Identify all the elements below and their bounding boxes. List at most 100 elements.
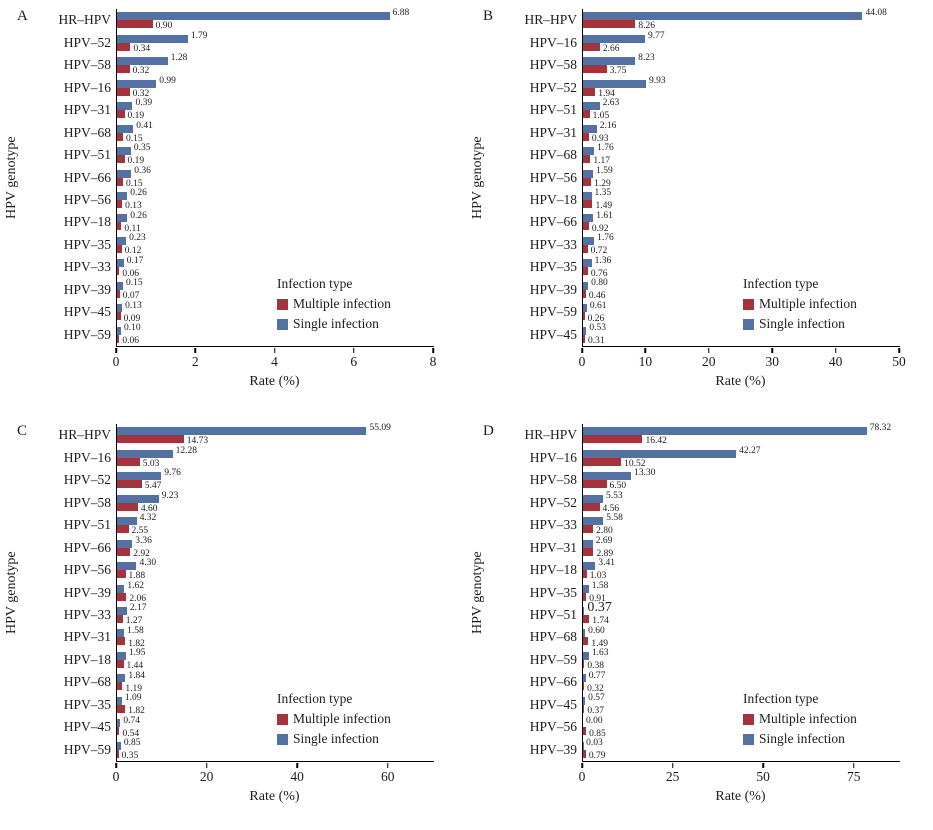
bar-value-label: 0.92 [591,223,609,234]
category-label: HPV–58 [529,472,577,488]
bar-value-label: 0.15 [125,133,143,144]
bar-single-infection [117,79,157,88]
chart-row: 42.27 10.52 [583,446,900,468]
bar-line-multiple: 0.54 [117,727,434,738]
bar-multiple-infection [583,749,586,758]
legend-title: Infection type [277,276,353,291]
bar-line-single: 0.77 [583,671,900,683]
bar-line-multiple: 1.05 [583,110,900,121]
bar-multiple-infection [583,570,587,579]
bar-single-infection [583,472,632,481]
bar-single-infection [117,326,121,335]
category-label: HPV–56 [529,719,577,735]
category-label: HPV–68 [529,147,577,163]
chart-row: 3.36 2.92 [117,536,434,558]
bar-line-single: 0.53 [583,324,900,335]
chart-row: 0.13 0.09 [117,301,434,323]
chart-row: 0.99 0.32 [117,76,434,98]
x-tick [194,348,196,353]
bar-line-multiple: 0.19 [117,155,434,166]
bar-single-infection [117,719,121,728]
chart-row: 9.77 2.66 [583,31,900,53]
x-tick-label: 30 [765,354,779,369]
legend-swatch-multiple-icon [743,713,754,725]
bar-value-label: 44.08 [865,8,887,19]
bar-multiple-infection [583,87,596,96]
bar-single-infection [117,214,128,223]
bar-line-single: 1.95 [117,649,434,660]
bar-multiple-infection [583,199,593,208]
category-label: HPV–33 [63,606,111,622]
bar-value-label: 1.58 [127,625,144,636]
bar-multiple-infection [583,592,587,601]
legend-entry-multiple-infection: Multiple infection [743,711,857,727]
bar-value-label: 1.84 [128,670,145,681]
bar-line-multiple: 0.72 [583,244,900,256]
panel-letter-b: B [483,8,494,24]
legend-swatch-multiple-icon [277,298,288,310]
x-tick [386,763,389,768]
x-axis: 0 20 40 60 [113,763,433,787]
bar-line-multiple: 10.52 [583,457,900,468]
bar-line-multiple: 0.12 [117,244,434,256]
bar-value-label: 0.06 [122,336,139,347]
bar-multiple-infection [117,682,123,691]
category-label: HPV–51 [63,147,111,163]
category-label: HPV–16 [63,79,111,95]
bar-single-infection [117,12,390,21]
bar-value-label: 0.12 [124,246,142,257]
chart-row: 55.09 14.73 [117,424,434,446]
y-axis-title: HPV genotype [470,551,485,634]
bar-line-single: 5.58 [583,513,900,526]
bar-value-label: 0.15 [125,278,143,289]
bar-value-label: 0.35 [133,143,151,154]
bar-value-label: 1.79 [190,30,208,41]
bar-multiple-infection [117,659,124,668]
bar-line-multiple: 0.15 [117,177,434,188]
bar-multiple-infection [117,155,125,164]
legend-swatch-multiple-icon [277,713,288,725]
bar-value-label: 0.39 [135,98,153,109]
x-tick [432,348,434,353]
bar-multiple-infection [583,244,588,253]
bar-single-infection [583,326,587,335]
bar-line-multiple: 0.79 [583,749,900,761]
bar-line-single: 0.37 [583,600,900,615]
bar-value-label: 1.28 [170,53,188,64]
category-label: HPV–35 [63,696,111,712]
category-label: HPV–68 [63,124,111,140]
bar-multiple-infection [583,65,607,74]
category-label: HPV–66 [63,539,111,555]
chart-row: 0.57 0.37 [583,694,900,716]
bar-value-label: 0.46 [588,291,606,302]
bar-value-label: 1.27 [125,616,143,627]
x-tick [644,348,647,353]
bar-value-label: 2.69 [595,535,613,546]
bar-multiple-infection [117,334,120,343]
category-label: HR–HPV [58,12,111,28]
chart-row: 1.58 0.91 [583,581,900,603]
bar-line-single: 0.74 [117,716,434,728]
x-tick-label: 2 [191,354,199,369]
bar-value-label: 1.82 [128,638,145,649]
chart-row: 0.23 0.12 [117,234,434,256]
bar-line-single: 42.27 [583,446,900,458]
category-label: HPV–31 [63,102,111,118]
bar-single-infection [117,34,188,43]
bar-line-single: 1.58 [583,581,900,593]
panel-b: B HPV genotype HR–HPV HPV–16 HPV–58 HPV–52 H… [466,0,933,415]
bar-multiple-infection [117,132,123,141]
category-label: HR–HPV [58,427,111,443]
chart-row: 9.93 1.94 [583,76,900,98]
bar-line-multiple: 4.56 [583,502,900,513]
legend-entry-single-infection: Single infection [743,731,857,747]
bar-value-label: 5.58 [606,513,623,524]
bar-value-label: 8.26 [638,21,655,32]
bar-line-single: 1.36 [583,256,900,268]
chart-row: 1.62 2.06 [117,581,434,603]
chart-row: 2.63 1.05 [583,99,900,121]
bar-value-label: 5.47 [144,481,162,492]
bar-value-label: 1.49 [591,638,609,649]
chart-row: 0.35 0.19 [117,144,434,166]
bar-line-single: 2.69 [583,535,900,548]
